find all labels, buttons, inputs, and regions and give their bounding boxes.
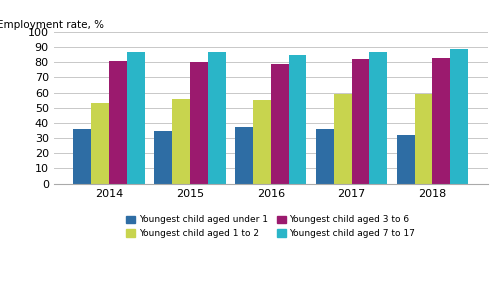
Bar: [154, 130, 172, 184]
Bar: [92, 103, 109, 184]
Bar: [397, 135, 415, 184]
Legend: Youngest child aged under 1, Youngest child aged 1 to 2, Youngest child aged 3 t: Youngest child aged under 1, Youngest ch…: [126, 216, 415, 238]
Bar: [316, 129, 334, 184]
Text: Employment rate, %: Employment rate, %: [0, 20, 104, 30]
Bar: [352, 59, 369, 184]
Bar: [432, 58, 450, 184]
Bar: [369, 52, 387, 184]
Bar: [172, 99, 190, 184]
Bar: [208, 52, 226, 184]
Bar: [109, 61, 127, 184]
Bar: [271, 64, 289, 184]
Bar: [415, 94, 432, 184]
Bar: [334, 94, 352, 184]
Bar: [235, 127, 253, 184]
Bar: [253, 100, 271, 184]
Bar: [289, 55, 307, 184]
Bar: [127, 52, 145, 184]
Bar: [450, 49, 468, 184]
Bar: [73, 129, 92, 184]
Bar: [190, 62, 208, 184]
